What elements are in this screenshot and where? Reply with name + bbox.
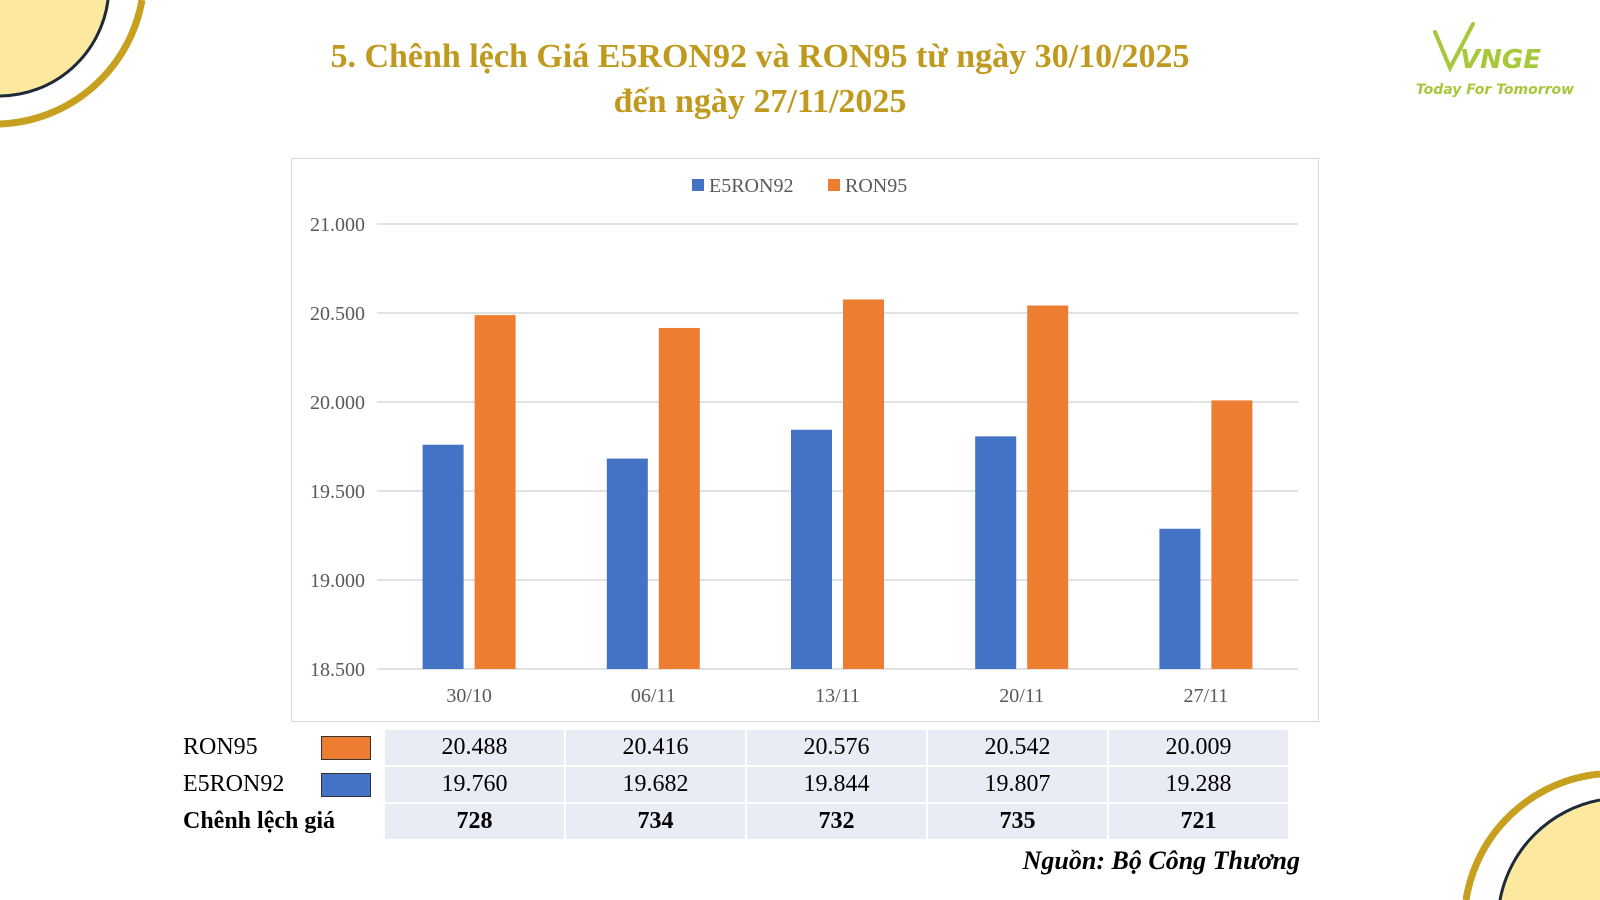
row-label-e5ron92: E5RON92	[183, 767, 383, 804]
x-tick-label: 13/11	[815, 685, 860, 707]
table-cell: 20.542	[928, 730, 1107, 767]
bar-ron95-20-11	[1027, 305, 1069, 669]
y-tick-label: 18.500	[310, 659, 365, 681]
logo-mark-icon: VNGE	[1433, 22, 1541, 75]
chart-gridlines	[377, 223, 1298, 670]
table-row-e5ron92: E5RON92 19.760 19.682 19.844 19.807 19.2…	[183, 767, 1288, 804]
chart-bars	[422, 299, 1253, 669]
title-line-1: 5. Chênh lệch Giá E5RON92 và RON95 từ ng…	[330, 38, 1190, 75]
chart-legend: E5RON92 RON95	[692, 175, 907, 197]
table-row-ron95: RON95 20.488 20.416 20.576 20.542 20.009	[183, 730, 1288, 767]
bar-e5ron92-20-11	[975, 436, 1017, 669]
table-cell: 20.416	[566, 730, 745, 767]
source-note: Nguồn: Bộ Công Thương	[1022, 846, 1300, 875]
data-table: RON95 20.488 20.416 20.576 20.542 20.009…	[181, 730, 1290, 841]
table-cell: 19.288	[1109, 767, 1288, 804]
bar-e5ron92-13-11	[791, 429, 832, 669]
x-tick-label: 30/10	[446, 685, 492, 707]
table-cell: 19.844	[747, 767, 926, 804]
y-tick-label: 19.500	[310, 481, 365, 503]
legend-swatch-ron95	[828, 179, 840, 191]
ron95-swatch	[321, 736, 371, 760]
table-cell: 734	[566, 804, 745, 841]
page-title: 5. Chênh lệch Giá E5RON92 và RON95 từ ng…	[240, 34, 1280, 124]
y-tick-label: 19.000	[310, 570, 365, 592]
corner-decoration-top-left	[0, 0, 146, 128]
x-tick-label: 20/11	[999, 685, 1044, 707]
x-axis-labels: 30/10 06/11 13/11 20/11 27/11	[446, 685, 1228, 707]
table-cell: 728	[385, 804, 564, 841]
row-label-ron95: RON95	[183, 730, 383, 767]
title-line-2: đến ngày 27/11/2025	[613, 83, 907, 120]
table-row-price-difference: Chênh lệch giá 728 734 732 735 721	[183, 804, 1288, 841]
bar-e5ron92-30-10	[422, 444, 464, 669]
table-cell: 19.807	[928, 767, 1107, 804]
table-cell: 19.682	[566, 767, 745, 804]
y-axis-labels: 21.000 20.500 20.000 19.500 19.000 18.500	[310, 214, 365, 681]
corner-decoration-bottom-right	[1462, 770, 1600, 900]
table-cell: 19.760	[385, 767, 564, 804]
y-tick-label: 21.000	[310, 214, 365, 236]
bar-ron95-06-11	[658, 327, 700, 669]
bar-e5ron92-27-11	[1159, 528, 1201, 669]
table-cell: 20.576	[747, 730, 926, 767]
x-tick-label: 27/11	[1183, 685, 1228, 707]
bar-ron95-27-11	[1211, 400, 1253, 669]
legend-label-e5ron92: E5RON92	[709, 175, 793, 197]
bar-e5ron92-06-11	[606, 458, 648, 669]
table-cell: 735	[928, 804, 1107, 841]
x-tick-label: 06/11	[631, 685, 676, 707]
y-tick-label: 20.500	[310, 303, 365, 325]
bar-chart: E5RON92 RON95 21.000 20.500 20.000 19.500 19.…	[291, 158, 1319, 722]
e5ron92-swatch	[321, 773, 371, 797]
bar-ron95-30-10	[474, 315, 516, 669]
row-label-text: RON95	[183, 734, 258, 760]
table-cell: 20.009	[1109, 730, 1288, 767]
row-label-text: E5RON92	[183, 771, 285, 797]
y-tick-label: 20.000	[310, 392, 365, 414]
table-cell: 721	[1109, 804, 1288, 841]
logo-tagline: Today For Tomorrow	[1415, 82, 1575, 98]
table-cell: 732	[747, 804, 926, 841]
logo-name: VNGE	[1460, 45, 1541, 75]
legend-label-ron95: RON95	[845, 175, 907, 197]
bar-ron95-13-11	[843, 299, 884, 669]
vnge-logo: VNGE Today For Tomorrow	[1405, 20, 1585, 110]
row-label-price-difference: Chênh lệch giá	[183, 804, 383, 841]
chart-canvas: E5RON92 RON95 21.000 20.500 20.000 19.500 19.…	[310, 175, 1298, 707]
legend-swatch-e5ron92	[692, 179, 704, 191]
table-cell: 20.488	[385, 730, 564, 767]
